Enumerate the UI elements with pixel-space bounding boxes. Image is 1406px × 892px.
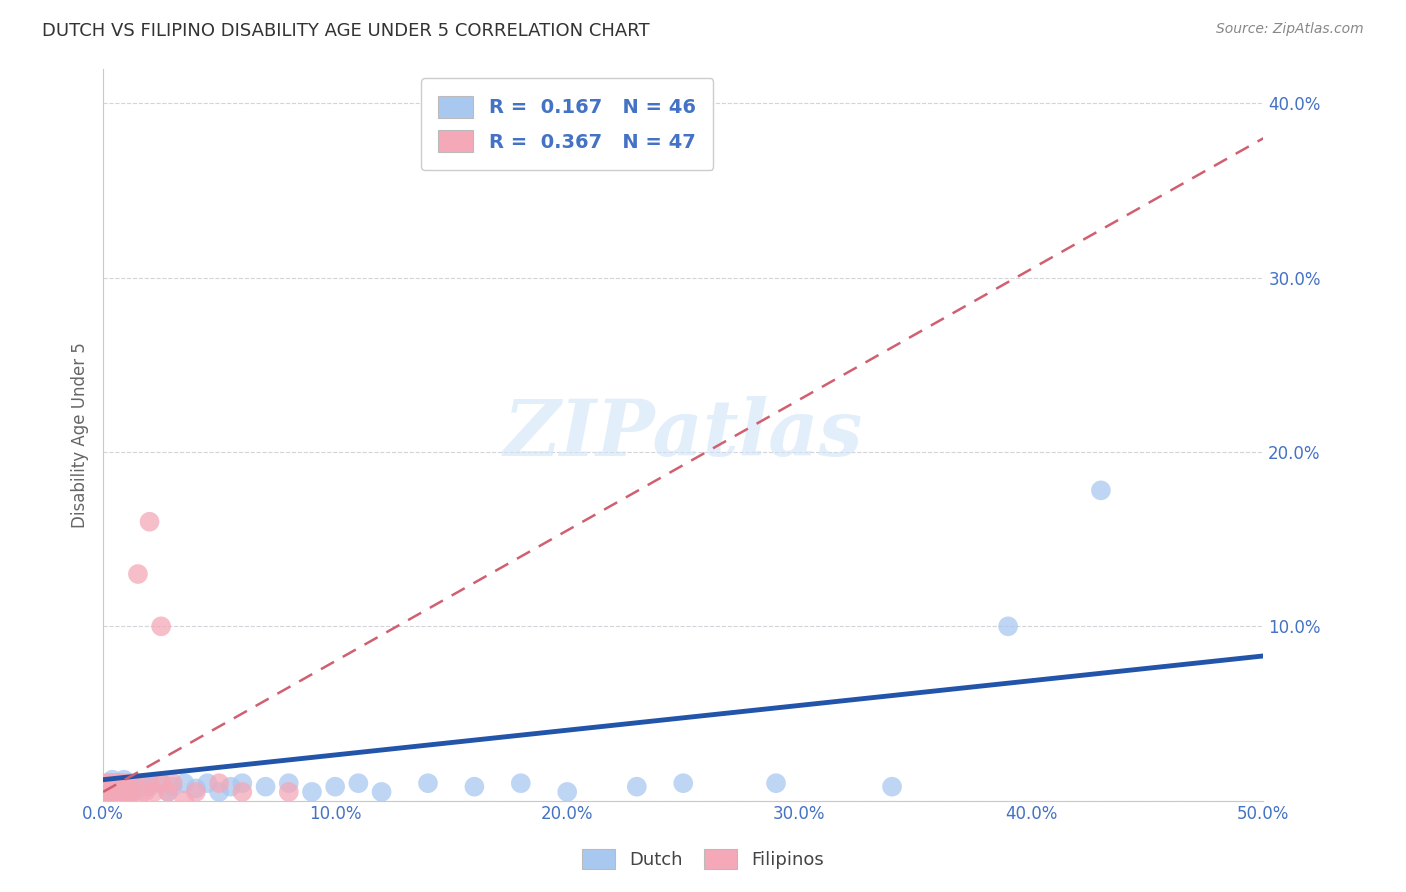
Point [277, 785, 299, 799]
Point [122, 776, 145, 790]
Point [91, 794, 114, 808]
Point [111, 794, 134, 808]
Point [134, 776, 156, 790]
Point [122, 785, 145, 799]
Point [118, 776, 141, 790]
Point [162, 780, 184, 794]
Point [112, 772, 135, 787]
Point [101, 776, 124, 790]
Point [112, 776, 135, 790]
Point [108, 776, 131, 790]
Point [115, 785, 138, 799]
Point [134, 785, 156, 799]
Point [105, 794, 128, 808]
Point [672, 776, 695, 790]
Point [162, 776, 184, 790]
Point [97, 785, 120, 799]
Point [120, 776, 142, 790]
Point [231, 776, 253, 790]
Text: DUTCH VS FILIPINO DISABILITY AGE UNDER 5 CORRELATION CHART: DUTCH VS FILIPINO DISABILITY AGE UNDER 5… [42, 22, 650, 40]
Text: ZIPatlas: ZIPatlas [503, 396, 863, 473]
Point [112, 794, 135, 808]
Point [115, 794, 138, 808]
Point [105, 780, 128, 794]
Point [108, 785, 131, 799]
Point [370, 785, 392, 799]
Legend: R =  0.167   N = 46, R =  0.367   N = 47: R = 0.167 N = 46, R = 0.367 N = 47 [420, 78, 713, 169]
Point [105, 789, 128, 803]
Point [97, 794, 120, 808]
Point [127, 781, 149, 796]
Point [104, 781, 127, 796]
Point [118, 780, 141, 794]
Point [127, 794, 149, 808]
Point [157, 785, 180, 799]
Point [115, 785, 138, 799]
Point [157, 785, 180, 799]
Point [197, 776, 219, 790]
Point [1090, 483, 1112, 498]
Point [104, 785, 127, 799]
Point [98, 776, 121, 790]
Point [94, 776, 117, 790]
Point [880, 780, 903, 794]
Point [94, 789, 117, 803]
Point [111, 785, 134, 799]
Point [108, 785, 131, 799]
Point [97, 785, 120, 799]
Point [138, 776, 160, 790]
Point [277, 776, 299, 790]
Point [173, 794, 195, 808]
Point [104, 776, 127, 790]
Point [94, 785, 117, 799]
Point [120, 785, 142, 799]
Point [765, 776, 787, 790]
Point [208, 785, 231, 799]
Point [97, 776, 120, 790]
Point [626, 780, 648, 794]
Point [150, 619, 173, 633]
Point [208, 776, 231, 790]
Point [150, 776, 173, 790]
Point [101, 794, 124, 808]
Point [108, 794, 131, 808]
Point [301, 785, 323, 799]
Point [254, 780, 277, 794]
Legend: Dutch, Filipinos: Dutch, Filipinos [574, 839, 832, 879]
Point [150, 776, 173, 790]
Point [184, 785, 207, 799]
Point [105, 785, 128, 799]
Point [219, 780, 242, 794]
Point [555, 785, 578, 799]
Point [347, 776, 370, 790]
Text: Source: ZipAtlas.com: Source: ZipAtlas.com [1216, 22, 1364, 37]
Point [98, 776, 121, 790]
Point [463, 780, 485, 794]
Point [997, 619, 1019, 633]
Point [101, 781, 124, 796]
Point [105, 776, 128, 790]
Point [94, 780, 117, 794]
Point [231, 785, 253, 799]
Point [143, 785, 166, 799]
Point [98, 785, 121, 799]
Point [98, 794, 121, 808]
Point [184, 781, 207, 796]
Point [104, 776, 127, 790]
Point [101, 772, 124, 787]
Point [138, 780, 160, 794]
Point [108, 776, 131, 790]
Point [416, 776, 439, 790]
Point [104, 789, 127, 803]
Point [127, 567, 149, 582]
Point [98, 789, 121, 803]
Point [138, 515, 160, 529]
Point [101, 785, 124, 799]
Point [104, 794, 127, 808]
Y-axis label: Disability Age Under 5: Disability Age Under 5 [72, 342, 89, 527]
Point [323, 780, 346, 794]
Point [509, 776, 531, 790]
Point [111, 781, 134, 796]
Point [173, 776, 195, 790]
